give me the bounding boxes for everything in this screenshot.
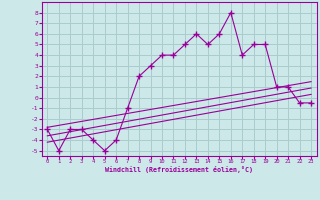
X-axis label: Windchill (Refroidissement éolien,°C): Windchill (Refroidissement éolien,°C)	[105, 166, 253, 173]
